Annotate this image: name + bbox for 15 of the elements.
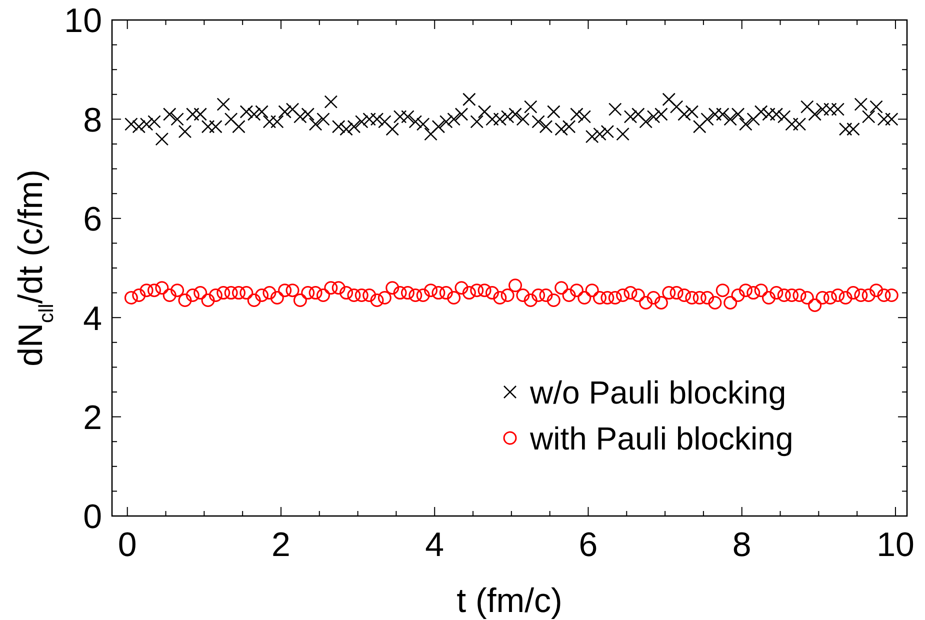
x-tick-label: 6 — [578, 526, 598, 564]
x-tick-label: 4 — [425, 526, 444, 564]
y-tick-label: 4 — [83, 300, 102, 338]
y-tick-label: 6 — [83, 200, 102, 239]
y-tick-label: 8 — [83, 101, 102, 140]
y-tick-label: 10 — [64, 2, 102, 40]
y-tick-label: 0 — [83, 498, 102, 536]
x-tick-label: 10 — [876, 526, 914, 564]
x-axis-title: t (fm/c) — [456, 582, 562, 620]
x-tick-label: 8 — [732, 526, 752, 564]
x-tick-label: 0 — [118, 526, 137, 564]
legend-label: w/o Pauli blocking — [529, 374, 786, 411]
x-tick-label: 2 — [272, 526, 290, 564]
legend-label: with Pauli blocking — [529, 420, 794, 457]
y-tick-label: 2 — [83, 399, 102, 438]
